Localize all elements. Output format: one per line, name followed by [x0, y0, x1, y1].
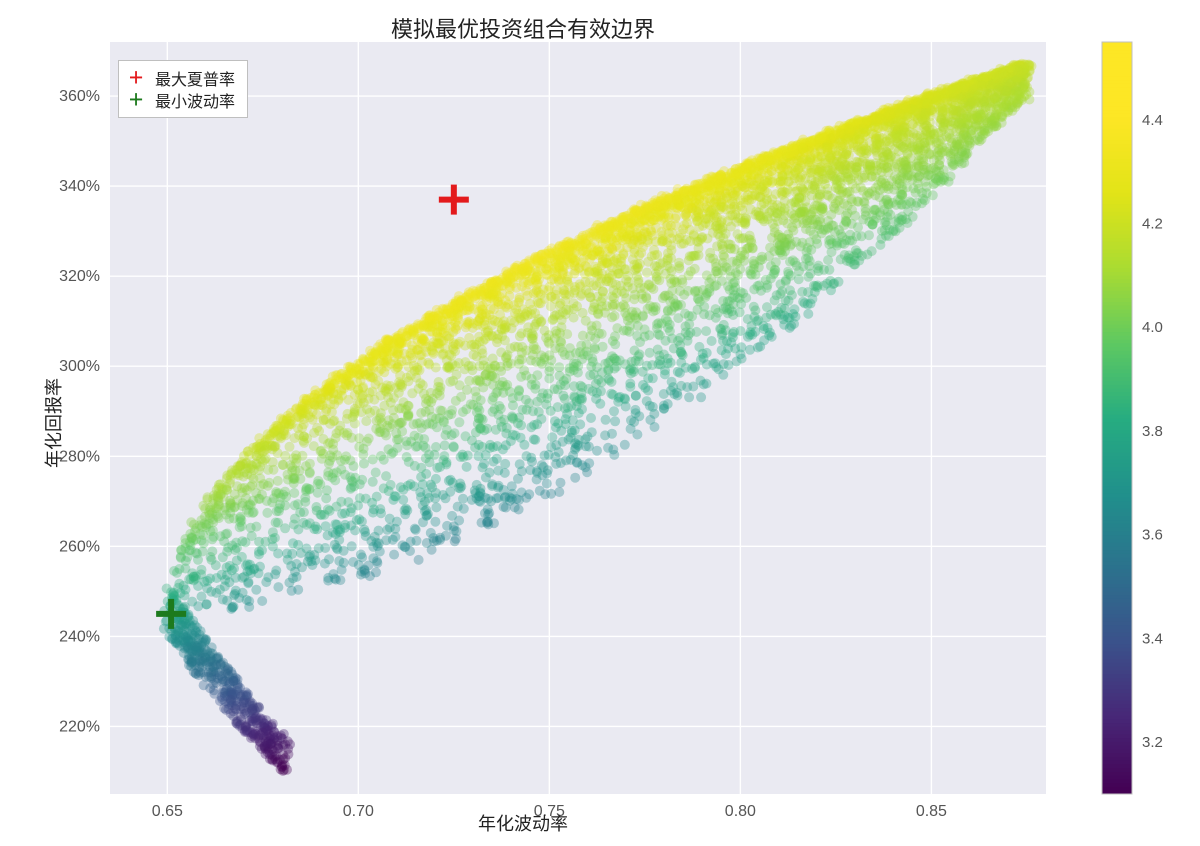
legend: + 最大夏普率 + 最小波动率 — [118, 60, 248, 118]
x-axis-label: 年化波动率 — [0, 810, 1046, 836]
legend-label: 最大夏普率 — [155, 66, 235, 90]
chart-svg: 220%240%260%280%300%320%340%360% 0.650.7… — [0, 0, 1200, 846]
svg-text:220%: 220% — [59, 718, 100, 735]
svg-text:260%: 260% — [59, 538, 100, 555]
legend-label: 最小波动率 — [155, 88, 235, 112]
svg-text:300%: 300% — [59, 358, 100, 375]
plus-icon: + — [125, 91, 147, 109]
chart-title: 模拟最优投资组合有效边界 — [0, 12, 1046, 44]
efficient-frontier-chart: 模拟最优投资组合有效边界 年化回报率 年化波动率 220%240%260%280… — [0, 0, 1200, 846]
svg-text:360%: 360% — [59, 88, 100, 105]
y-axis-label: 年化回报率 — [40, 378, 66, 468]
svg-text:240%: 240% — [59, 628, 100, 645]
colorbar: 3.23.43.63.84.04.24.4 — [1102, 42, 1163, 795]
svg-text:340%: 340% — [59, 178, 100, 195]
svg-text:320%: 320% — [59, 268, 100, 285]
legend-item-min-vol: + 最小波动率 — [125, 89, 235, 111]
